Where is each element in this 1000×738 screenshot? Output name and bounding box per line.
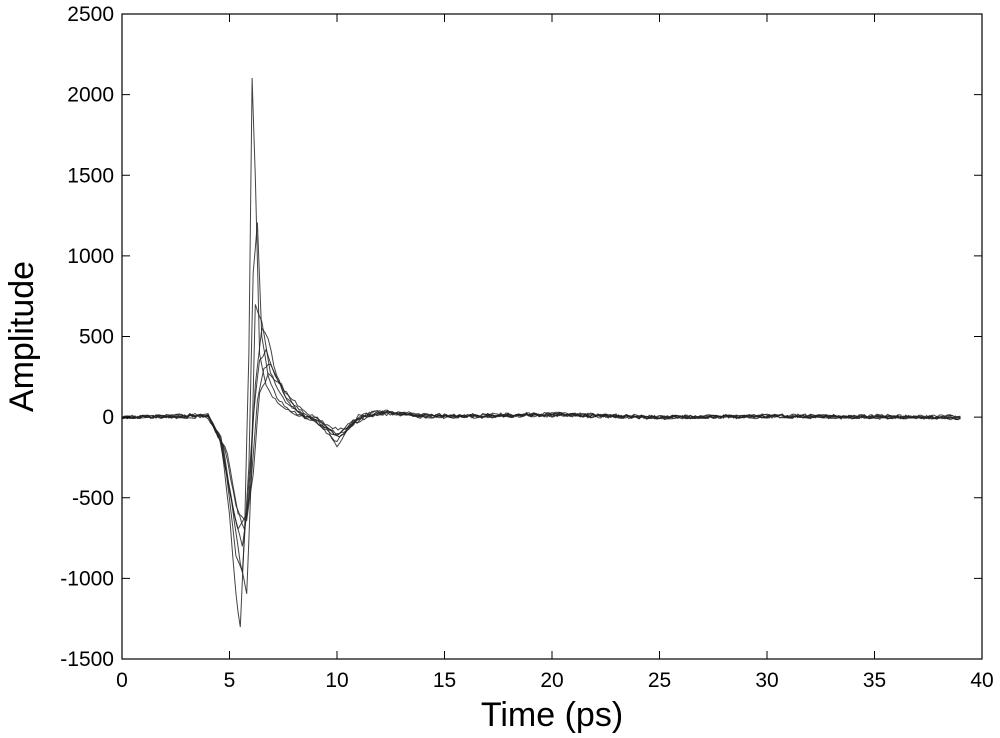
y-tick-label: 500: [79, 326, 114, 349]
axes-frame: [121, 13, 983, 660]
series-line-7: [121, 372, 961, 522]
x-tick-label: 0: [116, 669, 128, 692]
plot-area: [121, 13, 983, 660]
x-tick-label: 25: [648, 669, 671, 692]
x-tick-label: 35: [863, 669, 886, 692]
y-axis-title: Amplitude: [3, 261, 41, 412]
x-tick-label: 30: [755, 669, 778, 692]
y-tick-label: 1500: [67, 164, 114, 187]
y-tick-label: -1500: [60, 648, 114, 671]
x-axis-title: Time (ps): [481, 696, 623, 734]
y-tick-label: 0: [102, 406, 114, 429]
x-tick-label: 5: [224, 669, 236, 692]
y-tick-label: 1000: [67, 245, 114, 268]
y-tick-label: 2000: [67, 84, 114, 107]
y-tick-label: 2500: [67, 3, 114, 26]
series-layer: [121, 77, 961, 628]
y-tick-label: -500: [72, 487, 114, 510]
ticks-layer: 0 5 10 15 20 25 30 35 40 -1500 -1000 -500 0 500 1000 15…: [60, 3, 993, 692]
y-tick-label: -1000: [60, 567, 114, 590]
x-tick-label: 20: [540, 669, 563, 692]
x-tick-label: 15: [433, 669, 456, 692]
x-tick-label: 40: [970, 669, 993, 692]
x-tick-label: 10: [325, 669, 348, 692]
